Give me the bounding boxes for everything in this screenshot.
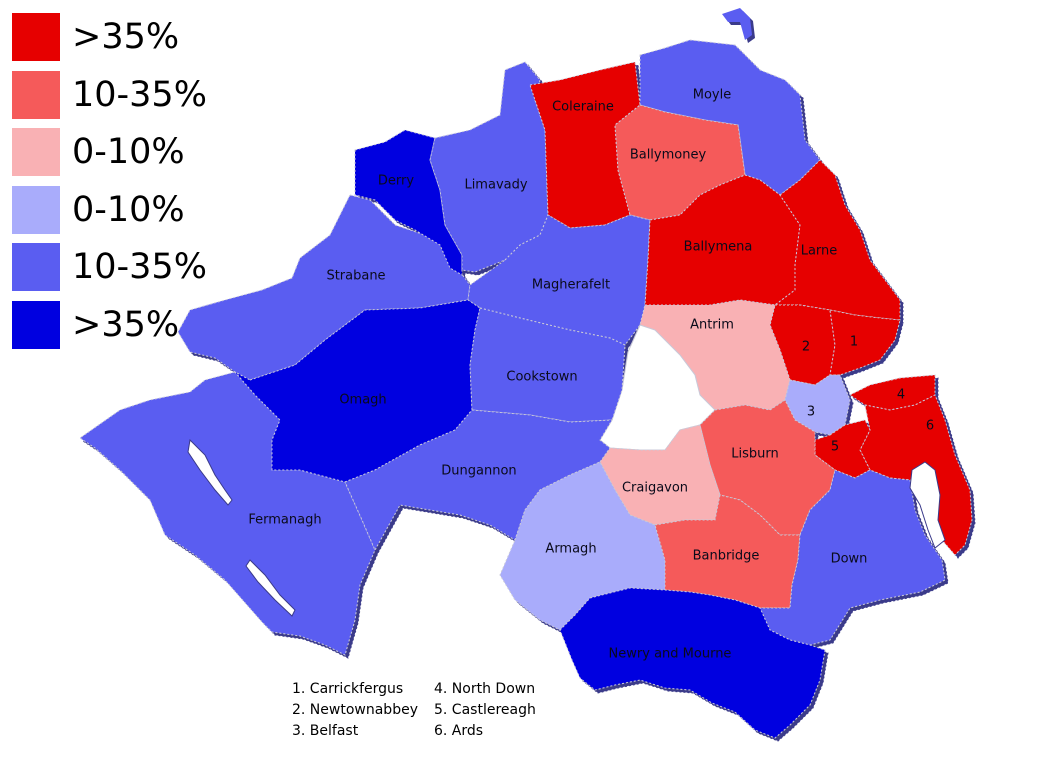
district-label-banbridge: Banbridge [693, 549, 760, 564]
district-labels: Coleraine Moyle Ballymoney Derry Limavady Bal… [248, 88, 934, 662]
district-label-newry-and-mourne: Newry and Mourne [609, 647, 732, 662]
district-label-dungannon: Dungannon [441, 464, 516, 479]
key-item: 4. North Down [434, 681, 536, 697]
district-label-ballymena: Ballymena [684, 240, 753, 255]
district-label-omagh: Omagh [339, 393, 386, 408]
district-label-north-down: 4 [897, 388, 905, 403]
lough-erne [187, 438, 233, 506]
legend-swatch [12, 128, 60, 176]
key-item: 6. Ards [434, 723, 484, 739]
district-craigavon [599, 424, 721, 526]
legend-entry: >35% [12, 300, 232, 350]
district-newry-and-mourne [559, 587, 826, 739]
legend-swatch [12, 300, 60, 349]
district-label-limavady: Limavady [464, 178, 527, 193]
key-item: 2. Newtownabbey [292, 702, 418, 718]
district-number-key: 1. Carrickfergus 4. North Down 2. Newtow… [292, 680, 564, 741]
district-label-down: Down [831, 552, 868, 567]
legend-swatch [12, 185, 60, 234]
districts-layer [79, 8, 973, 739]
legend-entry: >35% [12, 12, 232, 62]
district-carrickfergus [829, 309, 901, 376]
district-lisburn [699, 399, 836, 536]
district-label-belfast: 3 [807, 405, 815, 420]
legend-label: 0-10% [72, 132, 185, 172]
district-derry [354, 129, 463, 276]
district-down [759, 469, 946, 646]
legend: >35% 10-35% 0-10% 0-10% 10-35% >35% [12, 12, 232, 357]
legend-swatch [12, 70, 60, 119]
district-label-castlereagh: 5 [831, 440, 839, 455]
district-label-carrickfergus: 1 [850, 335, 858, 350]
district-label-fermanagh: Fermanagh [248, 513, 321, 528]
district-coleraine [529, 61, 641, 229]
legend-entry: 0-10% [12, 185, 232, 235]
district-label-ards: 6 [926, 419, 934, 434]
key-item: 1. Carrickfergus [292, 681, 404, 697]
legend-swatch [12, 13, 60, 61]
district-omagh [234, 299, 481, 483]
rathlin-island [722, 8, 752, 40]
lower-lough-erne [245, 559, 296, 617]
district-label-cookstown: Cookstown [506, 370, 577, 385]
key-item: 3. Belfast [292, 723, 359, 739]
district-label-magherafelt: Magherafelt [532, 278, 610, 293]
legend-label: 10-35% [72, 74, 207, 115]
district-magherafelt [467, 214, 651, 346]
legend-entry: 10-35% [12, 242, 232, 292]
district-castlereagh [814, 419, 871, 479]
legend-label: 0-10% [72, 189, 185, 230]
district-label-antrim: Antrim [690, 318, 734, 333]
district-label-moyle: Moyle [693, 88, 731, 103]
district-fermanagh [79, 371, 376, 656]
legend-entry: 0-10% [12, 127, 232, 177]
legend-label: >35% [72, 304, 180, 345]
district-label-craigavon: Craigavon [622, 481, 688, 496]
district-label-larne: Larne [801, 244, 838, 259]
key-item: 5. Castlereagh [434, 702, 536, 718]
strangford-lough [909, 461, 946, 549]
district-cookstown [469, 307, 626, 423]
district-ballymoney [614, 104, 746, 221]
legend-label: 10-35% [72, 247, 207, 287]
district-dungannon [344, 409, 613, 552]
legend-swatch [12, 243, 60, 291]
district-label-coleraine: Coleraine [552, 100, 614, 115]
district-label-strabane: Strabane [326, 269, 385, 284]
district-limavady [429, 61, 549, 273]
district-label-newtownabbey: 2 [802, 340, 810, 355]
district-label-derry: Derry [378, 174, 414, 189]
district-label-lisburn: Lisburn [731, 447, 778, 462]
district-label-armagh: Armagh [545, 542, 596, 557]
district-armagh [499, 461, 666, 631]
legend-label: >35% [72, 17, 180, 57]
district-label-ballymoney: Ballymoney [630, 148, 707, 163]
legend-entry: 10-35% [12, 70, 232, 120]
